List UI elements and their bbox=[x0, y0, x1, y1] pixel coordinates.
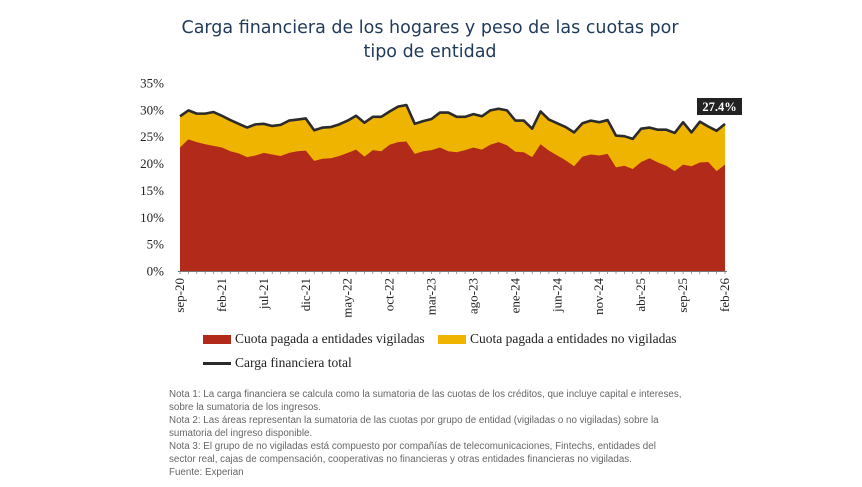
legend-label-total: Carga financiera total bbox=[235, 355, 352, 370]
legend-label-vigiladas: Cuota pagada a entidades vigiladas bbox=[235, 331, 425, 346]
source-note: Fuente: Experian bbox=[169, 467, 244, 478]
y-tick-label: 25% bbox=[140, 129, 164, 144]
legend-swatch-no-vigiladas bbox=[438, 334, 466, 344]
total-callout: 27.4% bbox=[697, 98, 742, 115]
note-2b: sumatoria del ingreso disponible. bbox=[169, 428, 313, 439]
chart-title: Carga financiera de los hogares y peso d… bbox=[150, 16, 710, 64]
x-tick-label: feb-26 bbox=[717, 278, 732, 312]
y-tick-label: 5% bbox=[147, 237, 165, 252]
area-chart: 0% 5% 10% 15% 20% 25% 30% 35% sep-20 feb-21 jul-2… bbox=[140, 76, 742, 318]
x-axis: sep-20 feb-21 jul-21 dic-21 may-22 oct-22 mar-… bbox=[172, 271, 732, 318]
x-tick-label: feb-21 bbox=[214, 278, 229, 312]
y-tick-label: 30% bbox=[140, 102, 164, 117]
y-tick-label: 15% bbox=[140, 183, 164, 198]
x-tick-label: jun-24 bbox=[549, 278, 564, 313]
note-3a: Nota 3: El grupo de no vigiladas está co… bbox=[169, 441, 656, 452]
chart-title-line-2: tipo de entidad bbox=[363, 42, 497, 62]
chart-title-line-1: Carga financiera de los hogares y peso d… bbox=[181, 18, 679, 38]
legend-swatch-vigiladas bbox=[203, 334, 231, 344]
x-tick-label: ene-24 bbox=[507, 278, 522, 314]
line-carga-total bbox=[179, 103, 726, 141]
y-axis: 0% 5% 10% 15% 20% 25% 30% 35% bbox=[140, 76, 164, 279]
x-tick-label: dic-21 bbox=[298, 278, 313, 311]
callout-box bbox=[697, 98, 742, 115]
legend-swatch-total bbox=[203, 361, 231, 365]
legend-label-no-vigiladas: Cuota pagada a entidades no vigiladas bbox=[470, 331, 677, 346]
x-tick-label: sep-25 bbox=[675, 278, 690, 313]
x-tick-label: abr-25 bbox=[633, 278, 648, 312]
y-tick-label: 20% bbox=[140, 156, 164, 171]
y-tick-label: 10% bbox=[140, 210, 164, 225]
y-tick-label: 0% bbox=[147, 264, 165, 279]
callout-label: 27.4% bbox=[702, 100, 736, 114]
x-tick-label: mar-23 bbox=[424, 278, 439, 315]
footnotes: Nota 1: La carga financiera se calcula c… bbox=[169, 388, 729, 479]
legend-item-total: Carga financiera total bbox=[203, 355, 352, 371]
legend-item-vigiladas: Cuota pagada a entidades vigiladas bbox=[203, 331, 425, 347]
x-tick-label: ago-23 bbox=[465, 278, 480, 314]
x-tick-label: nov-24 bbox=[591, 278, 606, 315]
note-3b: sector real, cajas de compensación, coop… bbox=[169, 454, 632, 465]
y-tick-label: 35% bbox=[140, 76, 164, 91]
x-tick-label: may-22 bbox=[340, 278, 355, 318]
plot-areas bbox=[179, 103, 726, 271]
note-2a: Nota 2: Las áreas representan la sumator… bbox=[169, 415, 659, 426]
x-tick-label: sep-20 bbox=[172, 278, 187, 313]
legend-item-no-vigiladas: Cuota pagada a entidades no vigiladas bbox=[438, 331, 677, 347]
note-1a: Nota 1: La carga financiera se calcula c… bbox=[169, 389, 682, 400]
x-tick-label: jul-21 bbox=[256, 278, 271, 310]
x-tick-label: oct-22 bbox=[382, 278, 397, 311]
area-vigiladas bbox=[180, 139, 725, 271]
note-1b: sobre la sumatoria de los ingresos. bbox=[169, 402, 321, 413]
